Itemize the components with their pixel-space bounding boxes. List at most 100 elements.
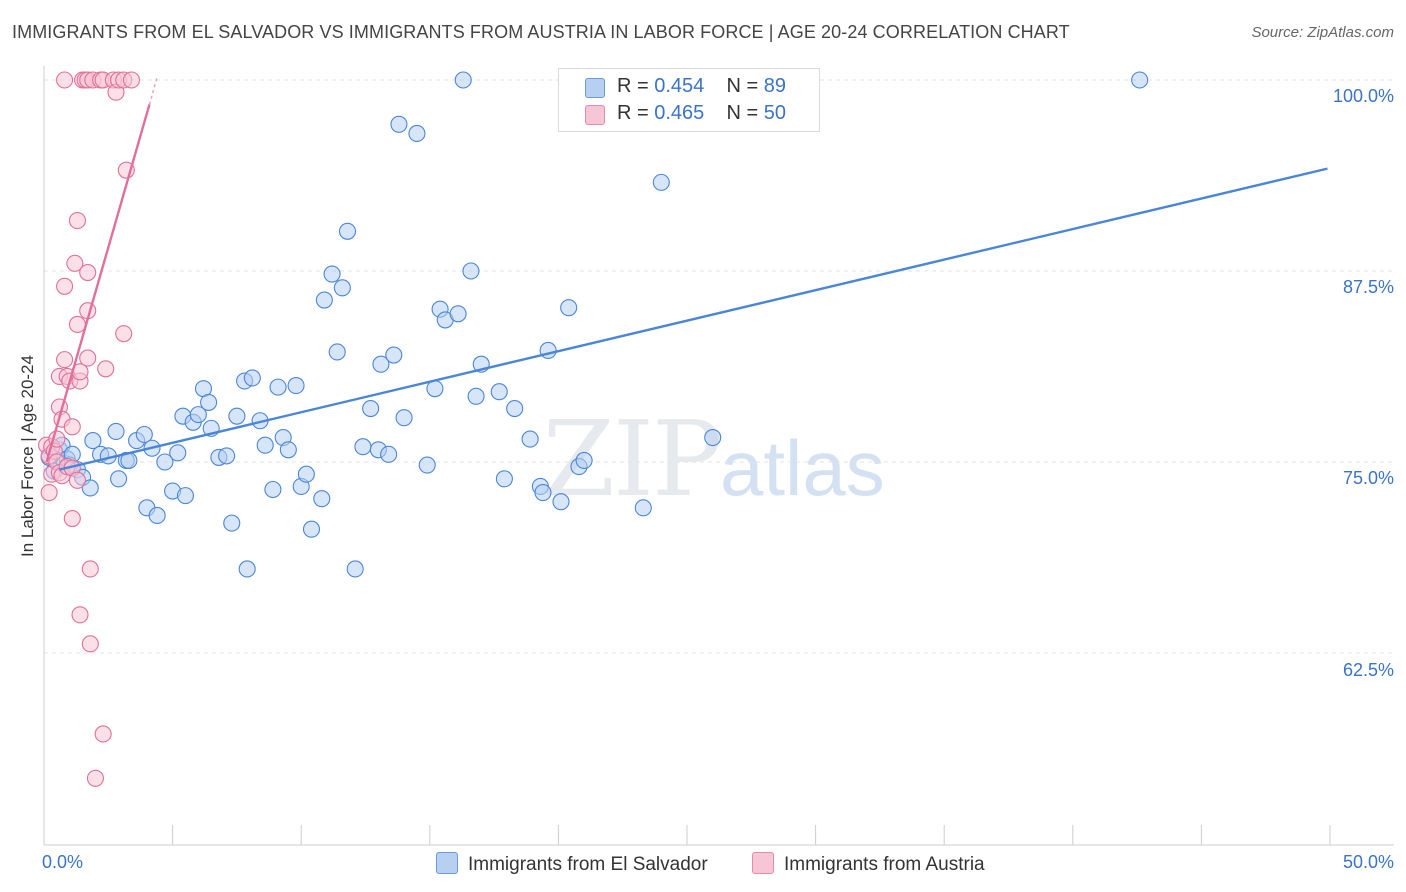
legend-text-austria: R = 0.465 N = 50 (617, 102, 787, 124)
el-salvador-point (495, 470, 513, 488)
watermark-zip: ZIP (543, 398, 720, 520)
austria-point (79, 349, 97, 367)
y-tick-87-5: 87.5% (1342, 277, 1394, 297)
el-salvador-point (223, 514, 241, 532)
el-salvador-point (269, 378, 287, 396)
el-salvador-point (81, 479, 99, 497)
austria-trend-extension (148, 76, 158, 105)
x-tick-right: 50.0% (1342, 852, 1394, 872)
el-salvador-point (264, 480, 282, 499)
el-salvador-point (243, 369, 261, 387)
source-credit: Source: ZipAtlas.com (1251, 24, 1394, 41)
austria-point (68, 315, 86, 334)
austria-point (63, 509, 81, 528)
el-salvador-point (110, 470, 128, 488)
el-salvador-point (169, 444, 187, 462)
austria-point (40, 484, 58, 502)
austria-point (56, 277, 74, 295)
el-salvador-point (552, 493, 570, 511)
el-salvador-point (338, 222, 357, 240)
austria-point (56, 351, 74, 369)
trend-lines (45, 76, 1328, 471)
austria-point (63, 418, 81, 436)
austria-point (68, 212, 86, 230)
el-salvador-point (323, 265, 341, 283)
el-salvador-point (315, 291, 333, 309)
el-salvador-point (385, 346, 403, 364)
austria-point (94, 725, 112, 743)
el-salvador-point (408, 124, 426, 143)
el-salvador-point (256, 436, 274, 454)
el-salvador-point (467, 387, 485, 405)
el-salvador-point (372, 355, 390, 373)
x-tick-left: 0.0% (42, 852, 84, 872)
legend-swatch-pink (585, 105, 605, 125)
el-salvador-point (189, 406, 207, 424)
y-tick-75: 75.0% (1342, 468, 1394, 488)
el-salvador-point (449, 305, 467, 323)
el-salvador-points (40, 71, 1149, 578)
austria-point (81, 560, 99, 578)
el-salvador-point (354, 438, 372, 456)
el-salvador-point (490, 383, 508, 401)
y-axis-label: In Labor Force | Age 20-24 (18, 355, 37, 557)
austria-trend-line (45, 104, 151, 463)
austria-point (68, 471, 86, 489)
el-salvador-point (176, 487, 195, 505)
el-salvador-point (462, 262, 480, 280)
el-salvador-point (302, 520, 321, 538)
el-salvador-trend-line (59, 167, 1328, 471)
el-salvador-point (454, 71, 472, 89)
y-tick-100: 100.0% (1332, 86, 1394, 106)
el-salvador-point (156, 453, 174, 471)
el-salvador-point (135, 425, 153, 444)
el-salvador-point (418, 456, 436, 474)
el-salvador-point (313, 490, 331, 508)
legend-text-el-salvador: R = 0.454 N = 89 (617, 75, 787, 97)
el-salvador-point (634, 499, 652, 517)
el-salvador-point (1131, 71, 1149, 89)
bottom-legend-austria: Immigrants from Austria (752, 852, 985, 876)
el-salvador-point (297, 465, 315, 483)
el-salvador-point (238, 560, 256, 578)
austria-points (38, 71, 140, 787)
bottom-legend-el-salvador: Immigrants from El Salvador (436, 852, 708, 876)
el-salvador-point (107, 422, 125, 440)
el-salvador-point (84, 432, 102, 450)
austria-point (122, 71, 140, 89)
bottom-legend-swatch-blue (436, 852, 458, 874)
austria-point (79, 263, 97, 282)
austria-point (97, 360, 115, 378)
austria-point (66, 254, 84, 272)
el-salvador-point (652, 173, 670, 191)
austria-point (86, 769, 104, 787)
chart-title: IMMIGRANTS FROM EL SALVADOR VS IMMIGRANT… (12, 22, 1070, 42)
el-salvador-point (395, 409, 413, 427)
el-salvador-point (506, 399, 524, 418)
austria-point (71, 606, 89, 624)
el-salvador-point (218, 447, 236, 465)
el-salvador-point (346, 560, 364, 578)
el-salvador-point (362, 399, 380, 418)
bottom-legend-swatch-pink (752, 852, 774, 874)
correlation-legend: R = 0.454 N = 89 R = 0.465 N = 50 (558, 68, 820, 132)
el-salvador-point (200, 393, 218, 411)
austria-point (81, 635, 99, 653)
legend-swatch-blue (585, 78, 605, 98)
el-salvador-point (287, 377, 305, 395)
el-salvador-point (333, 279, 351, 297)
el-salvador-point (279, 441, 297, 459)
y-tick-62-5: 62.5% (1342, 660, 1394, 680)
el-salvador-point (390, 115, 408, 133)
austria-point (56, 71, 74, 89)
el-salvador-point (228, 407, 246, 425)
el-salvador-point (380, 445, 398, 463)
el-salvador-point (560, 299, 578, 317)
el-salvador-point (704, 429, 722, 447)
austria-point (115, 325, 133, 343)
el-salvador-point (328, 343, 346, 361)
el-salvador-point (534, 484, 552, 502)
watermark-atlas: atlas (720, 424, 885, 512)
el-salvador-point (521, 430, 539, 448)
